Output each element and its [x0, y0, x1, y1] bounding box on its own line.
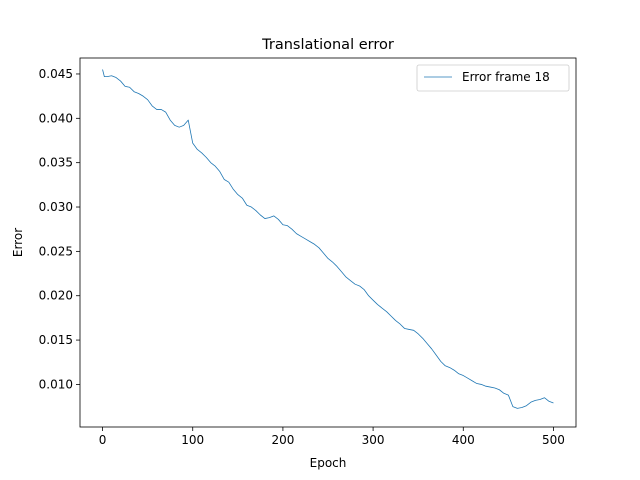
x-tick-label: 200: [271, 433, 294, 447]
plot-area: 0 100 200 300 400 500 0.0100.0150.0200.0250.0…: [39, 57, 577, 447]
x-axis: 0 100 200 300 400 500: [99, 427, 565, 447]
axes-frame: [79, 57, 577, 428]
y-axis-label: Error: [11, 228, 25, 257]
legend-label: Error frame 18: [462, 70, 550, 84]
series-group: [102, 69, 554, 409]
x-tick-label: 0: [99, 433, 107, 447]
y-tick-label: 0.010: [39, 377, 73, 391]
x-tick-label: 300: [362, 433, 385, 447]
y-tick-label: 0.030: [39, 200, 73, 214]
y-tick-label: 0.025: [39, 244, 73, 258]
series-line: [102, 69, 554, 409]
y-axis: 0.010 0.015 0.020 0.025 0.030 0.035 0.040 0.045: [39, 67, 80, 391]
x-tick-label: 400: [452, 433, 475, 447]
y-tick-label: 0.015: [39, 333, 73, 347]
x-axis-label: Epoch: [310, 456, 347, 470]
y-tick-label: 0.035: [39, 156, 73, 170]
y-tick-label: 0.020: [39, 289, 73, 303]
legend: Error frame 18: [416, 64, 570, 92]
y-tick-label: 0.040: [39, 111, 73, 125]
x-tick-label: 100: [181, 433, 204, 447]
y-tick-label: 0.045: [39, 67, 73, 81]
chart-title: Translational error: [261, 37, 394, 53]
legend-box: [416, 64, 570, 92]
x-tick-label: 500: [542, 433, 565, 447]
